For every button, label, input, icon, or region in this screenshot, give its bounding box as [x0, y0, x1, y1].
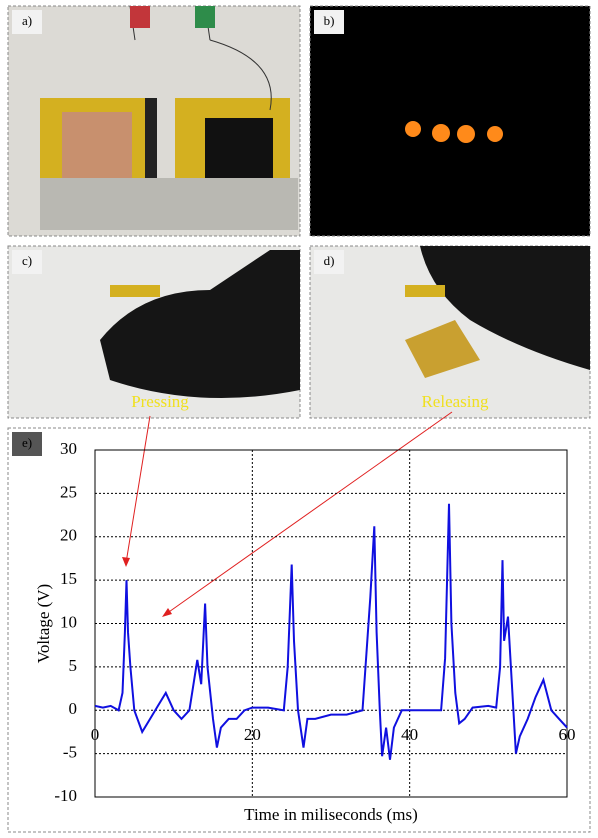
panel-e: [7, 427, 591, 833]
y-tick-label: 5: [69, 656, 78, 675]
arrow: [165, 411, 453, 615]
panel-label-box: [12, 432, 42, 456]
x-tick-label: 60: [559, 725, 576, 744]
y-tick-label: 15: [60, 569, 77, 588]
y-axis-label: Voltage (V): [34, 584, 53, 663]
y-tick-label: 10: [60, 612, 77, 631]
x-tick-label: 40: [401, 725, 418, 744]
photo-c: [7, 245, 301, 419]
panel-label: d): [324, 253, 335, 268]
photo-d: [309, 245, 591, 419]
y-tick-label: 25: [60, 482, 77, 501]
photo-a: [7, 5, 301, 237]
arrowhead: [122, 557, 130, 567]
y-tick-label: 0: [69, 699, 78, 718]
x-axis-label: Time in miliseconds (ms): [244, 805, 418, 824]
photo-b: [309, 5, 591, 237]
panel-label: e): [22, 435, 32, 450]
panel-label-box: [314, 10, 344, 34]
arrow: [125, 415, 151, 564]
y-tick-label: -5: [63, 743, 77, 762]
y-tick-label: 20: [60, 526, 77, 545]
panel-label-box: [12, 10, 42, 34]
panel-label-box: [12, 250, 42, 274]
x-tick-label: 20: [244, 725, 261, 744]
panel-label: b): [324, 13, 335, 28]
x-tick-label: 0: [91, 725, 100, 744]
panel-label: c): [22, 253, 32, 268]
annotation: Pressing: [131, 392, 189, 411]
panel-label: a): [22, 13, 32, 28]
y-tick-label: 30: [60, 439, 77, 458]
arrowhead: [162, 608, 172, 617]
panel-label-box: [314, 250, 344, 274]
annotation: Releasing: [421, 392, 489, 411]
data-line: [94, 503, 568, 760]
y-tick-label: -10: [54, 786, 77, 805]
